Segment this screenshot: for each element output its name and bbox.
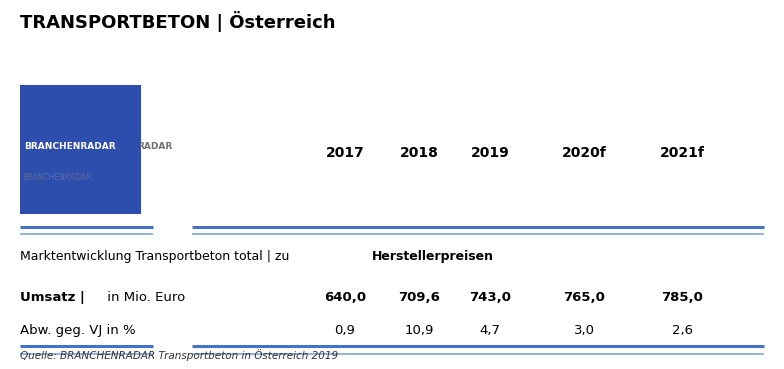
Text: 2017: 2017 <box>325 146 365 160</box>
Text: Herstellerpreisen: Herstellerpreisen <box>372 250 495 263</box>
Text: TRANSPORTBETON | Österreich: TRANSPORTBETON | Österreich <box>20 11 335 32</box>
Text: 2018: 2018 <box>400 146 439 160</box>
Text: 2021f: 2021f <box>659 146 705 160</box>
Text: 785,0: 785,0 <box>661 290 703 304</box>
Text: 10,9: 10,9 <box>405 324 434 337</box>
Text: BRANCHENRADAR: BRANCHENRADAR <box>24 142 116 151</box>
Text: 0,9: 0,9 <box>335 324 355 337</box>
Text: 2,6: 2,6 <box>672 324 692 337</box>
Text: 2020f: 2020f <box>561 146 607 160</box>
Text: 4,7: 4,7 <box>480 324 500 337</box>
Text: 709,6: 709,6 <box>398 290 441 304</box>
Text: Umsatz |: Umsatz | <box>20 290 85 304</box>
FancyBboxPatch shape <box>20 85 141 214</box>
Text: Marktentwicklung Transportbeton total | zu: Marktentwicklung Transportbeton total | … <box>20 250 293 263</box>
Text: 2019: 2019 <box>470 146 510 160</box>
Text: 743,0: 743,0 <box>469 290 511 304</box>
Text: BRANCHENRADAR: BRANCHENRADAR <box>23 173 93 182</box>
Text: 3,0: 3,0 <box>574 324 594 337</box>
Text: Abw. geg. VJ in %: Abw. geg. VJ in % <box>20 324 135 337</box>
Text: 640,0: 640,0 <box>324 290 366 304</box>
Text: RADAR: RADAR <box>137 142 172 151</box>
Text: in Mio. Euro: in Mio. Euro <box>103 290 186 304</box>
Text: 765,0: 765,0 <box>563 290 605 304</box>
Text: Quelle: BRANCHENRADAR Transportbeton in Österreich 2019: Quelle: BRANCHENRADAR Transportbeton in … <box>20 349 338 361</box>
